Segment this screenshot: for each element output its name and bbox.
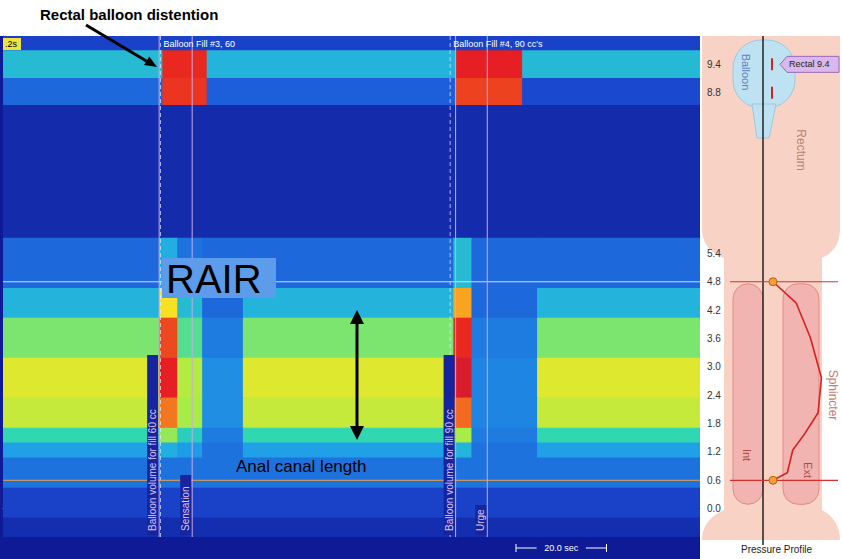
svg-text:4.2: 4.2 (707, 305, 721, 316)
svg-text:4.8: 4.8 (707, 276, 721, 287)
svg-text:.2s: .2s (5, 39, 18, 49)
svg-text:Rectal 9.4: Rectal 9.4 (789, 59, 830, 69)
svg-text:Sensation: Sensation (180, 487, 191, 531)
svg-text:Ext: Ext (802, 462, 814, 478)
svg-text:0.0: 0.0 (707, 503, 721, 514)
svg-text:20.0 sec: 20.0 sec (544, 543, 579, 553)
svg-text:Rectum: Rectum (794, 129, 808, 170)
svg-text:9.4: 9.4 (707, 59, 721, 70)
svg-text:1.8: 1.8 (707, 418, 721, 429)
svg-text:1.2: 1.2 (707, 446, 721, 457)
svg-text:Anal canal length: Anal canal length (236, 457, 366, 476)
svg-text:Balloon Fill #4, 90 cc's: Balloon Fill #4, 90 cc's (453, 39, 543, 49)
svg-text:Balloon volume for fill 90 cc: Balloon volume for fill 90 cc (444, 409, 455, 531)
svg-text:3.0: 3.0 (707, 361, 721, 372)
svg-text:Urge: Urge (475, 509, 486, 531)
svg-text:Pressure Profile: Pressure Profile (741, 544, 813, 555)
svg-text:8.8: 8.8 (707, 87, 721, 98)
svg-text:2.4: 2.4 (707, 390, 721, 401)
svg-text:0.6: 0.6 (707, 475, 721, 486)
svg-text:Int: Int (741, 449, 753, 461)
svg-text:3.6: 3.6 (707, 333, 721, 344)
svg-text:Balloon volume for fill 60 cc: Balloon volume for fill 60 cc (147, 409, 158, 531)
svg-text:5.4: 5.4 (707, 248, 721, 259)
svg-text:Rectal balloon distention: Rectal balloon distention (40, 6, 218, 23)
svg-text:RAIR: RAIR (166, 257, 262, 301)
svg-text:Balloon Fill #3, 60: Balloon Fill #3, 60 (164, 39, 236, 49)
svg-text:Sphincter: Sphincter (826, 370, 840, 421)
svg-text:Balloon: Balloon (740, 54, 752, 91)
